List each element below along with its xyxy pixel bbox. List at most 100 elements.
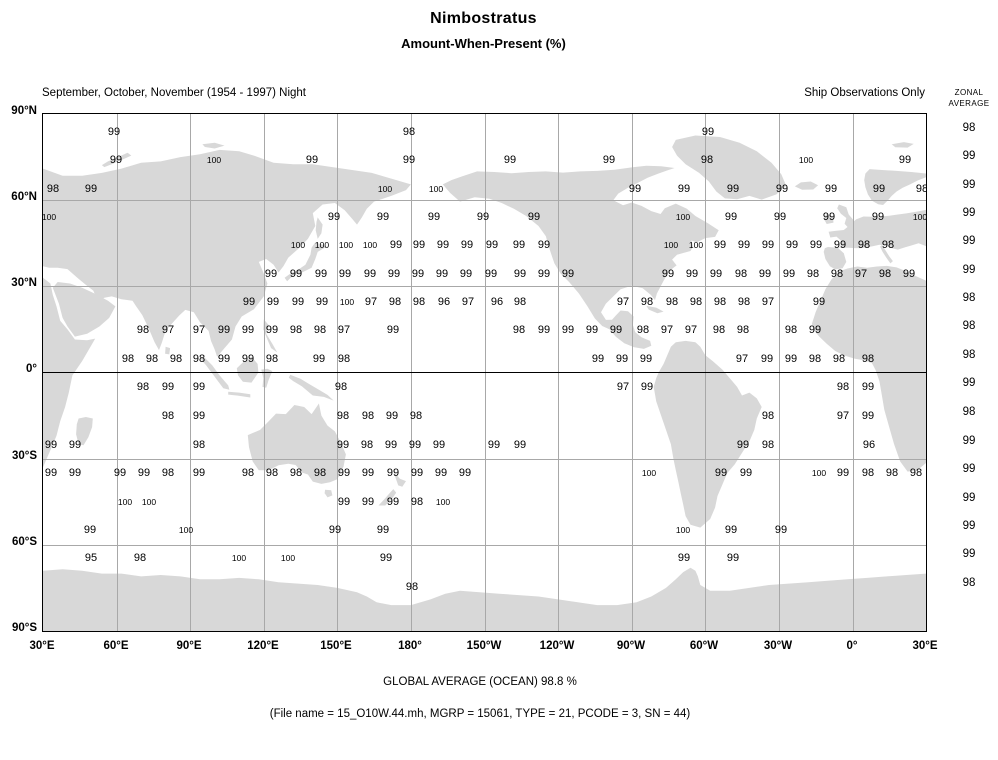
cell-value: 98 <box>735 268 747 280</box>
cell-value: 98 <box>335 381 347 393</box>
cell-value: 100 <box>118 497 132 507</box>
x-axis-label: 30°E <box>912 640 938 652</box>
cell-value: 99 <box>740 467 752 479</box>
cell-value: 99 <box>377 211 389 223</box>
y-axis-label: 30°S <box>11 450 37 462</box>
cell-value: 99 <box>138 467 150 479</box>
x-axis-label: 60°E <box>103 640 129 652</box>
cell-value: 98 <box>361 439 373 451</box>
zonal-average-value: 98 <box>962 292 976 304</box>
cell-value: 99 <box>364 268 376 280</box>
landmass-iceland <box>794 181 819 190</box>
cell-value: 99 <box>528 211 540 223</box>
y-axis-label: 90°S <box>11 622 37 634</box>
cell-value: 98 <box>314 467 326 479</box>
cell-value: 99 <box>488 439 500 451</box>
cell-value: 99 <box>714 239 726 251</box>
cell-value: 98 <box>833 353 845 365</box>
cell-value: 99 <box>737 439 749 451</box>
cell-value: 98 <box>137 324 149 336</box>
cell-value: 98 <box>690 296 702 308</box>
cell-value: 98 <box>514 296 526 308</box>
cell-value: 99 <box>862 410 874 422</box>
x-axis-label: 120°W <box>539 640 575 652</box>
cell-value: 99 <box>686 268 698 280</box>
cell-value: 99 <box>315 268 327 280</box>
cell-value: 98 <box>266 353 278 365</box>
cell-value: 99 <box>809 324 821 336</box>
landmass-svalbard <box>891 142 914 148</box>
cell-value: 99 <box>328 211 340 223</box>
cell-value: 99 <box>761 353 773 365</box>
cell-value: 95 <box>85 552 97 564</box>
cell-value: 99 <box>899 154 911 166</box>
cell-value: 99 <box>592 353 604 365</box>
cell-value: 99 <box>562 268 574 280</box>
cell-value: 99 <box>485 268 497 280</box>
cell-value: 99 <box>762 239 774 251</box>
landmass-novaya-zemlya <box>101 152 132 168</box>
cell-value: 99 <box>640 353 652 365</box>
zonal-average-value: 99 <box>962 207 976 219</box>
cell-value: 97 <box>661 324 673 336</box>
cell-value: 99 <box>338 467 350 479</box>
y-axis-label: 90°N <box>11 105 37 117</box>
cell-value: 99 <box>783 268 795 280</box>
cell-value: 98 <box>701 154 713 166</box>
cell-value: 98 <box>666 296 678 308</box>
landmass-ireland <box>823 214 834 224</box>
cell-value: 96 <box>491 296 503 308</box>
zonal-average-value: 99 <box>962 179 976 191</box>
landmass-australia <box>247 403 346 484</box>
cell-value: 98 <box>162 467 174 479</box>
cell-value: 99 <box>69 467 81 479</box>
cell-value: 98 <box>337 410 349 422</box>
cell-value: 98 <box>879 268 891 280</box>
cell-value: 98 <box>193 439 205 451</box>
cell-value: 98 <box>362 410 374 422</box>
cell-value: 100 <box>664 240 678 250</box>
zonal-header-line2: AVERAGE <box>948 99 990 108</box>
zonal-average-value: 99 <box>962 492 976 504</box>
landmass-europe <box>826 209 926 250</box>
landmass-south-america <box>653 340 762 528</box>
zonal-average-header: ZONAL AVERAGE <box>941 87 997 109</box>
x-axis-label: 180° <box>398 640 422 652</box>
cell-value: 99 <box>84 524 96 536</box>
zonal-average-value: 98 <box>962 122 976 134</box>
cell-value: 99 <box>385 439 397 451</box>
cell-value: 98 <box>122 353 134 365</box>
cell-value: 99 <box>387 324 399 336</box>
cell-value: 99 <box>759 268 771 280</box>
cell-value: 98 <box>738 296 750 308</box>
cell-value: 100 <box>799 155 813 165</box>
zonal-average-value: 98 <box>962 406 976 418</box>
cell-value: 99 <box>504 154 516 166</box>
cell-value: 98 <box>762 410 774 422</box>
cell-value: 98 <box>137 381 149 393</box>
zonal-average-value: 99 <box>962 548 976 560</box>
landmass-africa-west <box>811 265 926 472</box>
cell-value: 99 <box>292 296 304 308</box>
cell-value: 98 <box>170 353 182 365</box>
cell-value: 98 <box>785 324 797 336</box>
cell-value: 98 <box>290 467 302 479</box>
landmass-new-guinea <box>288 374 334 401</box>
cell-value: 99 <box>193 410 205 422</box>
cell-value: 100 <box>179 525 193 535</box>
cell-value: 98 <box>314 324 326 336</box>
cell-value: 100 <box>363 240 377 250</box>
cell-value: 99 <box>702 126 714 138</box>
cell-value: 99 <box>114 467 126 479</box>
cell-value: 99 <box>710 268 722 280</box>
cell-value: 99 <box>45 439 57 451</box>
cell-value: 98 <box>47 183 59 195</box>
cell-value: 99 <box>85 183 97 195</box>
zonal-header-line1: ZONAL <box>954 88 984 97</box>
cell-value: 99 <box>386 410 398 422</box>
cell-value: 99 <box>403 154 415 166</box>
landmass-antarctica <box>43 567 926 631</box>
cell-value: 100 <box>315 240 329 250</box>
source-label: Ship Observations Only <box>804 87 925 99</box>
cell-value: 97 <box>338 324 350 336</box>
